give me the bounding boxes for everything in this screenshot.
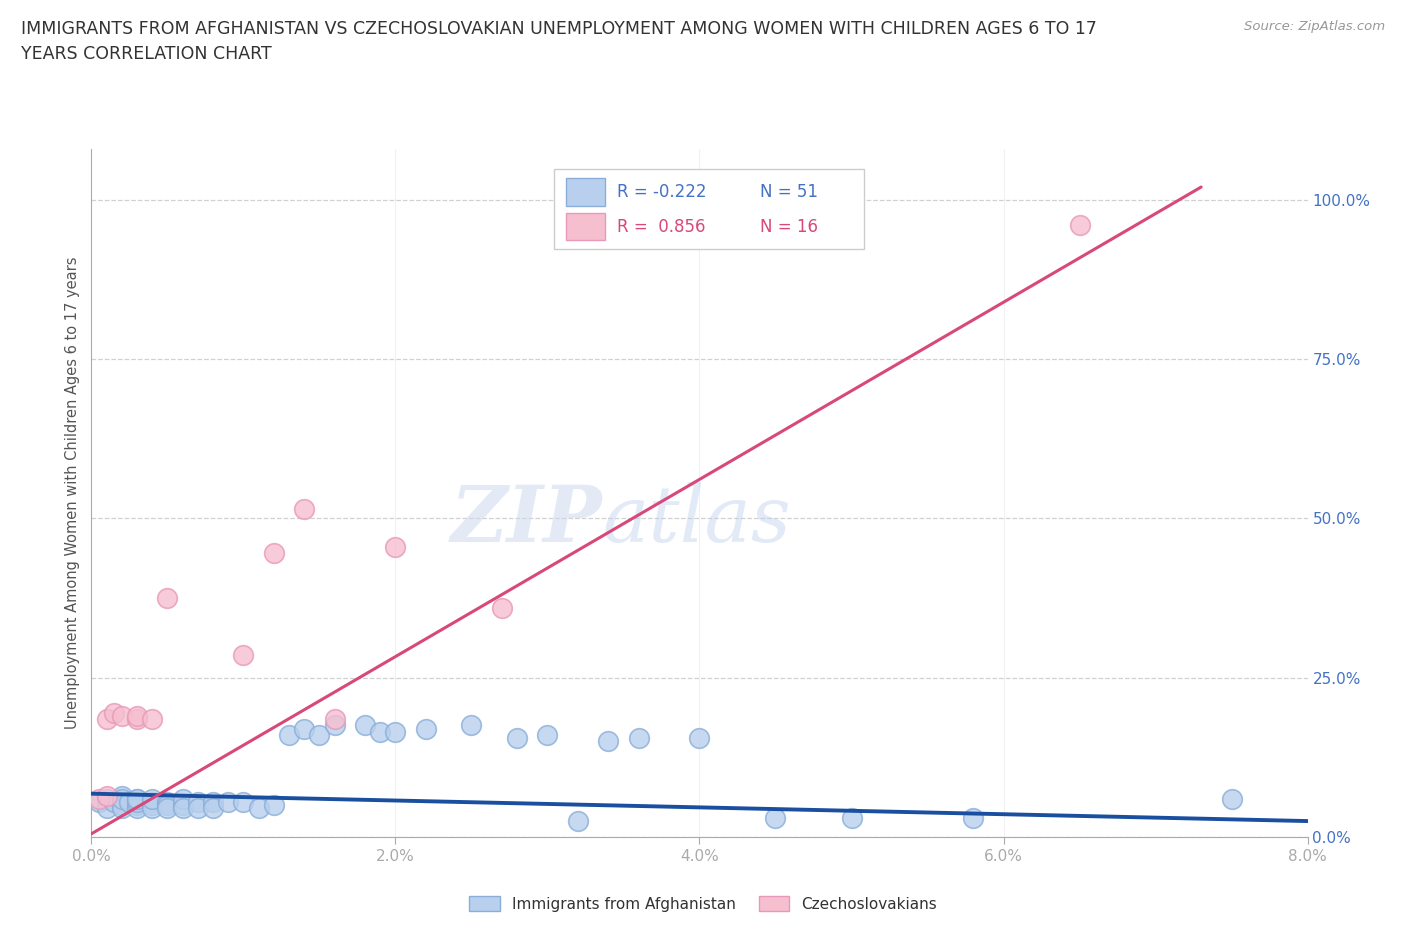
- Point: [627, 731, 650, 746]
- Point: [1069, 218, 1091, 232]
- Point: [172, 798, 194, 813]
- Y-axis label: Unemployment Among Women with Children Ages 6 to 17 years: Unemployment Among Women with Children A…: [65, 257, 80, 729]
- Point: [111, 788, 134, 803]
- Text: YEARS CORRELATION CHART: YEARS CORRELATION CHART: [21, 45, 271, 62]
- Point: [103, 705, 125, 720]
- Point: [96, 791, 118, 806]
- Point: [156, 591, 179, 605]
- Point: [323, 711, 346, 726]
- Point: [103, 794, 125, 809]
- Point: [156, 798, 179, 813]
- Point: [156, 801, 179, 816]
- Point: [598, 734, 620, 749]
- Point: [491, 600, 513, 615]
- Point: [292, 722, 315, 737]
- Text: N = 16: N = 16: [761, 218, 818, 235]
- Point: [96, 711, 118, 726]
- Point: [125, 798, 148, 813]
- Point: [141, 794, 163, 809]
- Text: atlas: atlas: [602, 483, 792, 559]
- Point: [247, 801, 270, 816]
- Point: [962, 810, 984, 825]
- Point: [87, 791, 110, 806]
- Bar: [565, 213, 605, 240]
- Point: [125, 711, 148, 726]
- Point: [232, 648, 254, 663]
- Point: [156, 794, 179, 809]
- Point: [141, 791, 163, 806]
- Point: [96, 788, 118, 803]
- Point: [125, 791, 148, 806]
- Point: [567, 814, 589, 829]
- Point: [354, 718, 377, 733]
- Point: [217, 794, 239, 809]
- Point: [460, 718, 482, 733]
- FancyBboxPatch shape: [554, 169, 863, 248]
- Point: [125, 709, 148, 724]
- Point: [841, 810, 863, 825]
- Point: [187, 801, 209, 816]
- Point: [125, 791, 148, 806]
- Text: R =  0.856: R = 0.856: [617, 218, 706, 235]
- Point: [292, 501, 315, 516]
- Point: [232, 794, 254, 809]
- Point: [125, 801, 148, 816]
- Point: [506, 731, 529, 746]
- Point: [118, 794, 141, 809]
- Point: [765, 810, 787, 825]
- Point: [278, 727, 301, 742]
- Point: [96, 801, 118, 816]
- Text: ZIP: ZIP: [450, 482, 602, 559]
- Point: [384, 724, 406, 739]
- Point: [536, 727, 558, 742]
- Point: [125, 794, 148, 809]
- Point: [141, 801, 163, 816]
- Point: [415, 722, 437, 737]
- Point: [111, 798, 134, 813]
- Text: IMMIGRANTS FROM AFGHANISTAN VS CZECHOSLOVAKIAN UNEMPLOYMENT AMONG WOMEN WITH CHI: IMMIGRANTS FROM AFGHANISTAN VS CZECHOSLO…: [21, 20, 1097, 38]
- Point: [187, 794, 209, 809]
- Text: Source: ZipAtlas.com: Source: ZipAtlas.com: [1244, 20, 1385, 33]
- Point: [688, 731, 710, 746]
- Point: [111, 801, 134, 816]
- Bar: [565, 179, 605, 206]
- Point: [368, 724, 391, 739]
- Point: [87, 794, 110, 809]
- Point: [323, 718, 346, 733]
- Point: [172, 791, 194, 806]
- Point: [141, 711, 163, 726]
- Point: [384, 539, 406, 554]
- Point: [308, 727, 330, 742]
- Point: [172, 801, 194, 816]
- Point: [202, 794, 225, 809]
- Point: [263, 546, 285, 561]
- Point: [263, 798, 285, 813]
- Point: [202, 801, 225, 816]
- Point: [141, 798, 163, 813]
- Point: [111, 709, 134, 724]
- Point: [111, 791, 134, 806]
- Legend: Immigrants from Afghanistan, Czechoslovakians: Immigrants from Afghanistan, Czechoslova…: [463, 889, 943, 918]
- Text: N = 51: N = 51: [761, 183, 818, 201]
- Text: R = -0.222: R = -0.222: [617, 183, 706, 201]
- Point: [1220, 791, 1243, 806]
